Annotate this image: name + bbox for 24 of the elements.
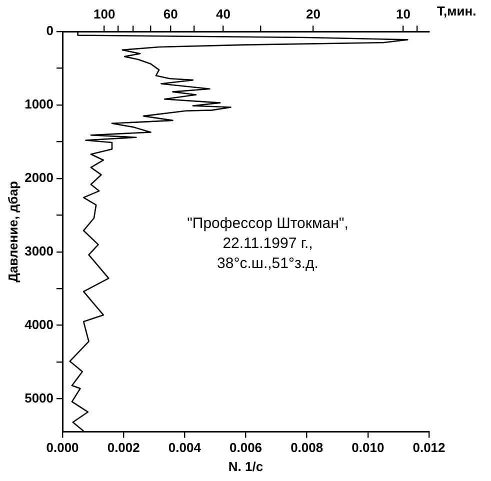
x-tick-label: 0.002 xyxy=(107,440,140,456)
x-tick-label: 0.006 xyxy=(229,440,262,456)
x-axis-title: N. 1/с xyxy=(228,458,264,474)
x2-tick-label: 10 xyxy=(396,6,410,22)
y-axis-title: Давление, дбар xyxy=(5,180,20,282)
x-tick-label: 0.010 xyxy=(352,440,384,456)
x2-tick-label: 100 xyxy=(93,6,116,22)
y-tick-label: 0 xyxy=(46,23,54,38)
y-tick-label: 2000 xyxy=(24,170,54,186)
annotation: 38°с.ш.,51°з.д. xyxy=(217,254,318,272)
y-tick-label: 3000 xyxy=(24,243,54,258)
x-tick-label: 0.012 xyxy=(412,440,446,456)
annotation: "Профессор Штокман", xyxy=(187,214,348,232)
x2-tick-label: 40 xyxy=(216,6,231,22)
y-tick-label: 4000 xyxy=(24,316,54,332)
annotation: 22.11.1997 г., xyxy=(222,234,313,252)
x-tick-label: 0.000 xyxy=(46,440,79,456)
x2-tick-label: 60 xyxy=(163,6,178,22)
x2-tick-label: 20 xyxy=(306,6,320,22)
x-tick-label: 0.008 xyxy=(290,440,324,456)
y-tick-label: 5000 xyxy=(24,390,54,406)
x-tick-label: 0.004 xyxy=(168,440,202,456)
y-tick-label: 1000 xyxy=(24,96,54,112)
x2-axis-title: T,мин. xyxy=(437,4,476,19)
